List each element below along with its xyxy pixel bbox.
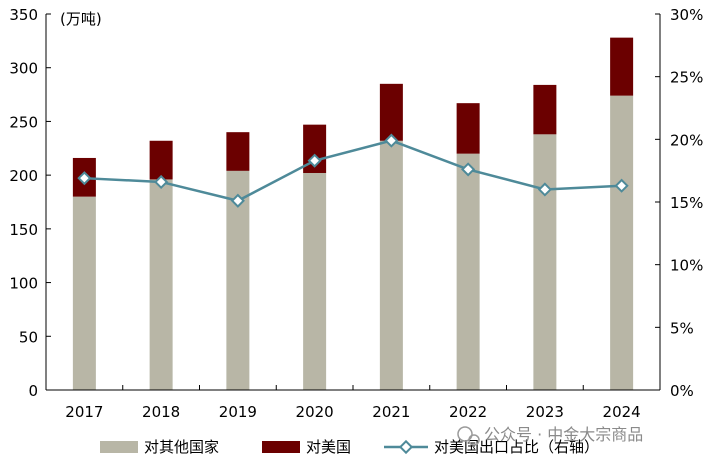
right-tick-label: 10%	[670, 257, 703, 275]
watermark-text: 公众号 · 中金大宗商品	[484, 425, 643, 444]
x-tick-label: 2017	[65, 403, 103, 421]
bar-other-countries-2019	[226, 170, 250, 390]
x-tick-label: 2023	[526, 403, 564, 421]
right-tick-label: 20%	[670, 131, 703, 149]
x-tick-label: 2019	[219, 403, 257, 421]
bar-other-countries-2017	[72, 196, 96, 390]
left-tick-label: 150	[9, 221, 38, 239]
x-tick-label: 2022	[449, 403, 487, 421]
left-tick-label: 300	[9, 60, 38, 78]
x-axis-ticks: 2017 2018 2019 2020 2021 2022 2023 2024	[45, 385, 661, 421]
legend-label-other-countries: 对其他国家	[144, 438, 219, 456]
ratio-marker-2019	[230, 193, 245, 208]
bar-usa-2018	[149, 140, 173, 180]
x-tick-label: 2021	[372, 403, 410, 421]
y-axis-unit-label: (万吨)	[60, 10, 102, 28]
legend-swatch-usa	[262, 441, 300, 453]
bars-layer	[72, 37, 634, 390]
ratio-marker-2023	[537, 182, 552, 197]
bar-usa-2022	[456, 103, 480, 154]
legend-swatch-other-countries	[100, 441, 138, 453]
x-tick-label: 2020	[296, 403, 334, 421]
right-tick-label: 25%	[670, 69, 703, 87]
right-tick-label: 0%	[670, 382, 694, 400]
bar-other-countries-2023	[533, 134, 557, 390]
wechat-icon-bubble	[468, 434, 480, 446]
bar-usa-2021	[379, 83, 403, 141]
x-tick-label: 2018	[142, 403, 180, 421]
right-tick-label: 30%	[670, 6, 703, 24]
right-tick-label: 15%	[670, 194, 703, 212]
left-tick-label: 0	[28, 382, 38, 400]
legend-label-usa: 对美国	[306, 438, 351, 456]
ratio-marker-2018	[154, 174, 169, 190]
left-tick-label: 350	[9, 6, 38, 24]
bar-usa-2019	[226, 132, 250, 171]
x-tick-label: 2024	[603, 403, 641, 421]
watermark: 公众号 · 中金大宗商品	[457, 425, 643, 446]
ratio-marker-2020	[307, 153, 322, 168]
bar-other-countries-2024	[610, 95, 634, 390]
bar-other-countries-2018	[149, 179, 173, 390]
legend-label-ratio: 对美国出口占比（右轴）	[434, 438, 599, 456]
bar-usa-2023	[533, 84, 557, 135]
left-axis-ticks: 0 50 100 150 200 250 300 350	[9, 6, 51, 400]
ratio-line-layer	[77, 133, 629, 208]
bar-other-countries-2021	[379, 140, 403, 390]
left-tick-label: 200	[9, 167, 38, 185]
wechat-icon	[457, 426, 473, 442]
right-axis-ticks: 0% 5% 10% 15% 20% 25% 30%	[655, 6, 703, 400]
ratio-marker-2024	[614, 178, 629, 193]
left-tick-label: 250	[9, 113, 38, 131]
ratio-marker-2022	[461, 162, 476, 177]
ratio-marker-2021	[384, 133, 399, 148]
ratio-marker-2017	[77, 171, 92, 186]
axes-layer	[45, 14, 661, 391]
bar-usa-2024	[610, 37, 634, 96]
bar-other-countries-2020	[303, 172, 327, 390]
ratio-line	[84, 139, 622, 203]
legend-swatch-ratio-marker	[398, 439, 414, 455]
bar-other-countries-2022	[456, 153, 480, 390]
legend: 对其他国家 对美国 对美国出口占比（右轴）	[100, 438, 599, 456]
left-tick-label: 50	[19, 328, 38, 346]
right-tick-label: 5%	[670, 319, 694, 337]
left-tick-label: 100	[9, 275, 38, 293]
